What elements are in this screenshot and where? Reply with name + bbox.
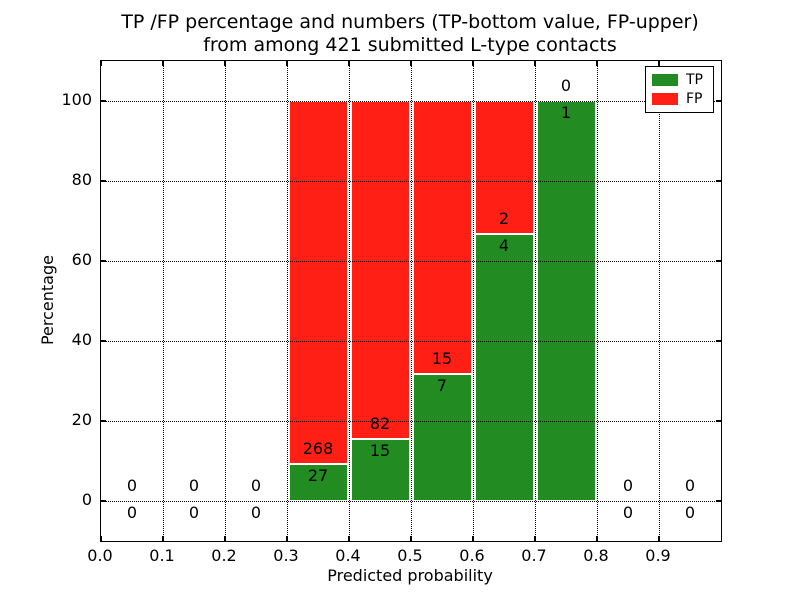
grid-line-x <box>535 61 536 541</box>
x-tick-label: 0.7 <box>521 546 547 565</box>
tp-count-label: 0 <box>250 503 262 522</box>
legend-swatch-tp <box>652 74 678 87</box>
y-tick-label: 0 <box>81 490 92 509</box>
tick-mark-y-left <box>101 340 106 342</box>
y-tick-label: 80 <box>71 170 92 189</box>
grid-line-x <box>163 61 164 541</box>
tp-count-label: 0 <box>684 503 696 522</box>
bar-segment-tp <box>474 234 534 501</box>
legend-swatch-fp <box>652 92 678 105</box>
tp-count-label: 4 <box>498 236 510 256</box>
tp-count-label: 0 <box>622 503 634 522</box>
tick-mark-x-top <box>534 61 536 66</box>
fp-count-label: 0 <box>250 476 262 495</box>
x-tick-label: 0.4 <box>335 546 361 565</box>
tick-mark-x-bottom <box>534 536 536 541</box>
tick-mark-x-bottom <box>658 536 660 541</box>
tick-mark-y-left <box>101 100 106 102</box>
tick-mark-x-top <box>348 61 350 66</box>
tick-mark-y-left <box>101 260 106 262</box>
fp-count-label: 0 <box>622 476 634 495</box>
tick-mark-x-top <box>596 61 598 66</box>
grid-line-x <box>597 61 598 541</box>
tp-count-label: 27 <box>307 466 329 486</box>
legend: TP FP <box>645 66 714 113</box>
tick-mark-y-right <box>716 420 721 422</box>
y-tick-label: 40 <box>71 330 92 349</box>
x-axis-label: Predicted probability <box>327 566 493 585</box>
bar-segment-fp <box>288 101 348 465</box>
x-tick-label: 0.8 <box>583 546 609 565</box>
y-tick-label: 20 <box>71 410 92 429</box>
grid-line-x <box>473 61 474 541</box>
tick-mark-y-right <box>716 260 721 262</box>
bar-segment-fp <box>412 101 472 374</box>
x-tick-label: 0.3 <box>273 546 299 565</box>
bar-segment-tp <box>350 439 410 501</box>
tick-mark-x-bottom <box>224 536 226 541</box>
fp-count-label: 0 <box>684 476 696 495</box>
tick-mark-x-bottom <box>410 536 412 541</box>
tick-mark-x-top <box>658 61 660 66</box>
tick-mark-x-bottom <box>472 536 474 541</box>
bar-segment-tp <box>412 373 472 501</box>
x-tick-label: 0.6 <box>459 546 485 565</box>
tick-mark-x-bottom <box>596 536 598 541</box>
legend-label-tp: TP <box>686 72 703 89</box>
bar-segment-tp <box>536 101 596 501</box>
y-axis-label: Percentage <box>38 255 57 346</box>
fp-count-label: 82 <box>369 414 391 434</box>
grid-line-x <box>411 61 412 541</box>
fp-count-label: 0 <box>560 76 572 95</box>
tick-mark-y-right <box>716 340 721 342</box>
tick-mark-x-top <box>286 61 288 66</box>
tick-mark-x-top <box>162 61 164 66</box>
bar-segment-fp <box>350 101 410 440</box>
tp-count-label: 1 <box>560 103 572 122</box>
legend-entry-tp: TP <box>652 73 707 87</box>
tp-count-label: 0 <box>126 503 138 522</box>
tp-count-label: 0 <box>188 503 200 522</box>
x-tick-label: 0.5 <box>397 546 423 565</box>
tick-mark-y-right <box>716 500 721 502</box>
x-tick-label: 0.9 <box>645 546 671 565</box>
tick-mark-y-left <box>101 500 106 502</box>
fp-count-label: 0 <box>188 476 200 495</box>
title-line-2: from among 421 submitted L-type contacts <box>203 34 617 56</box>
legend-label-fp: FP <box>686 90 703 107</box>
y-tick-label: 100 <box>61 90 92 109</box>
x-tick-label: 0.1 <box>149 546 175 565</box>
legend-entry-fp: FP <box>652 92 707 106</box>
tick-mark-y-left <box>101 420 106 422</box>
chart-title: TP /FP percentage and numbers (TP-bottom… <box>100 11 720 57</box>
tick-mark-y-left <box>101 180 106 182</box>
grid-line-x <box>225 61 226 541</box>
y-tick-label: 60 <box>71 250 92 269</box>
x-tick-label: 0.2 <box>211 546 237 565</box>
tick-mark-x-bottom <box>348 536 350 541</box>
grid-line-x <box>287 61 288 541</box>
tick-mark-x-bottom <box>162 536 164 541</box>
grid-line-x <box>659 61 660 541</box>
grid-line-x <box>349 61 350 541</box>
tick-mark-x-top <box>410 61 412 66</box>
tick-mark-x-top <box>100 61 102 66</box>
fp-count-label: 0 <box>126 476 138 495</box>
tp-count-label: 15 <box>369 441 391 461</box>
x-tick-label: 0.0 <box>87 546 113 565</box>
tp-count-label: 7 <box>436 375 448 395</box>
tick-mark-x-bottom <box>100 536 102 541</box>
fp-count-label: 15 <box>431 348 453 368</box>
tick-mark-y-right <box>716 180 721 182</box>
plot-area: 0 0 0 0 0 0 268 27 82 15 15 7 2 4 0 1 0 0 0 0 <box>100 60 722 542</box>
title-line-1: TP /FP percentage and numbers (TP-bottom… <box>121 11 699 33</box>
tick-mark-y-right <box>716 100 721 102</box>
tick-mark-x-top <box>472 61 474 66</box>
fp-count-label: 268 <box>302 439 334 459</box>
fp-count-label: 2 <box>498 209 510 229</box>
tick-mark-x-top <box>224 61 226 66</box>
bar-segment-tp <box>288 464 348 501</box>
tick-mark-x-bottom <box>286 536 288 541</box>
